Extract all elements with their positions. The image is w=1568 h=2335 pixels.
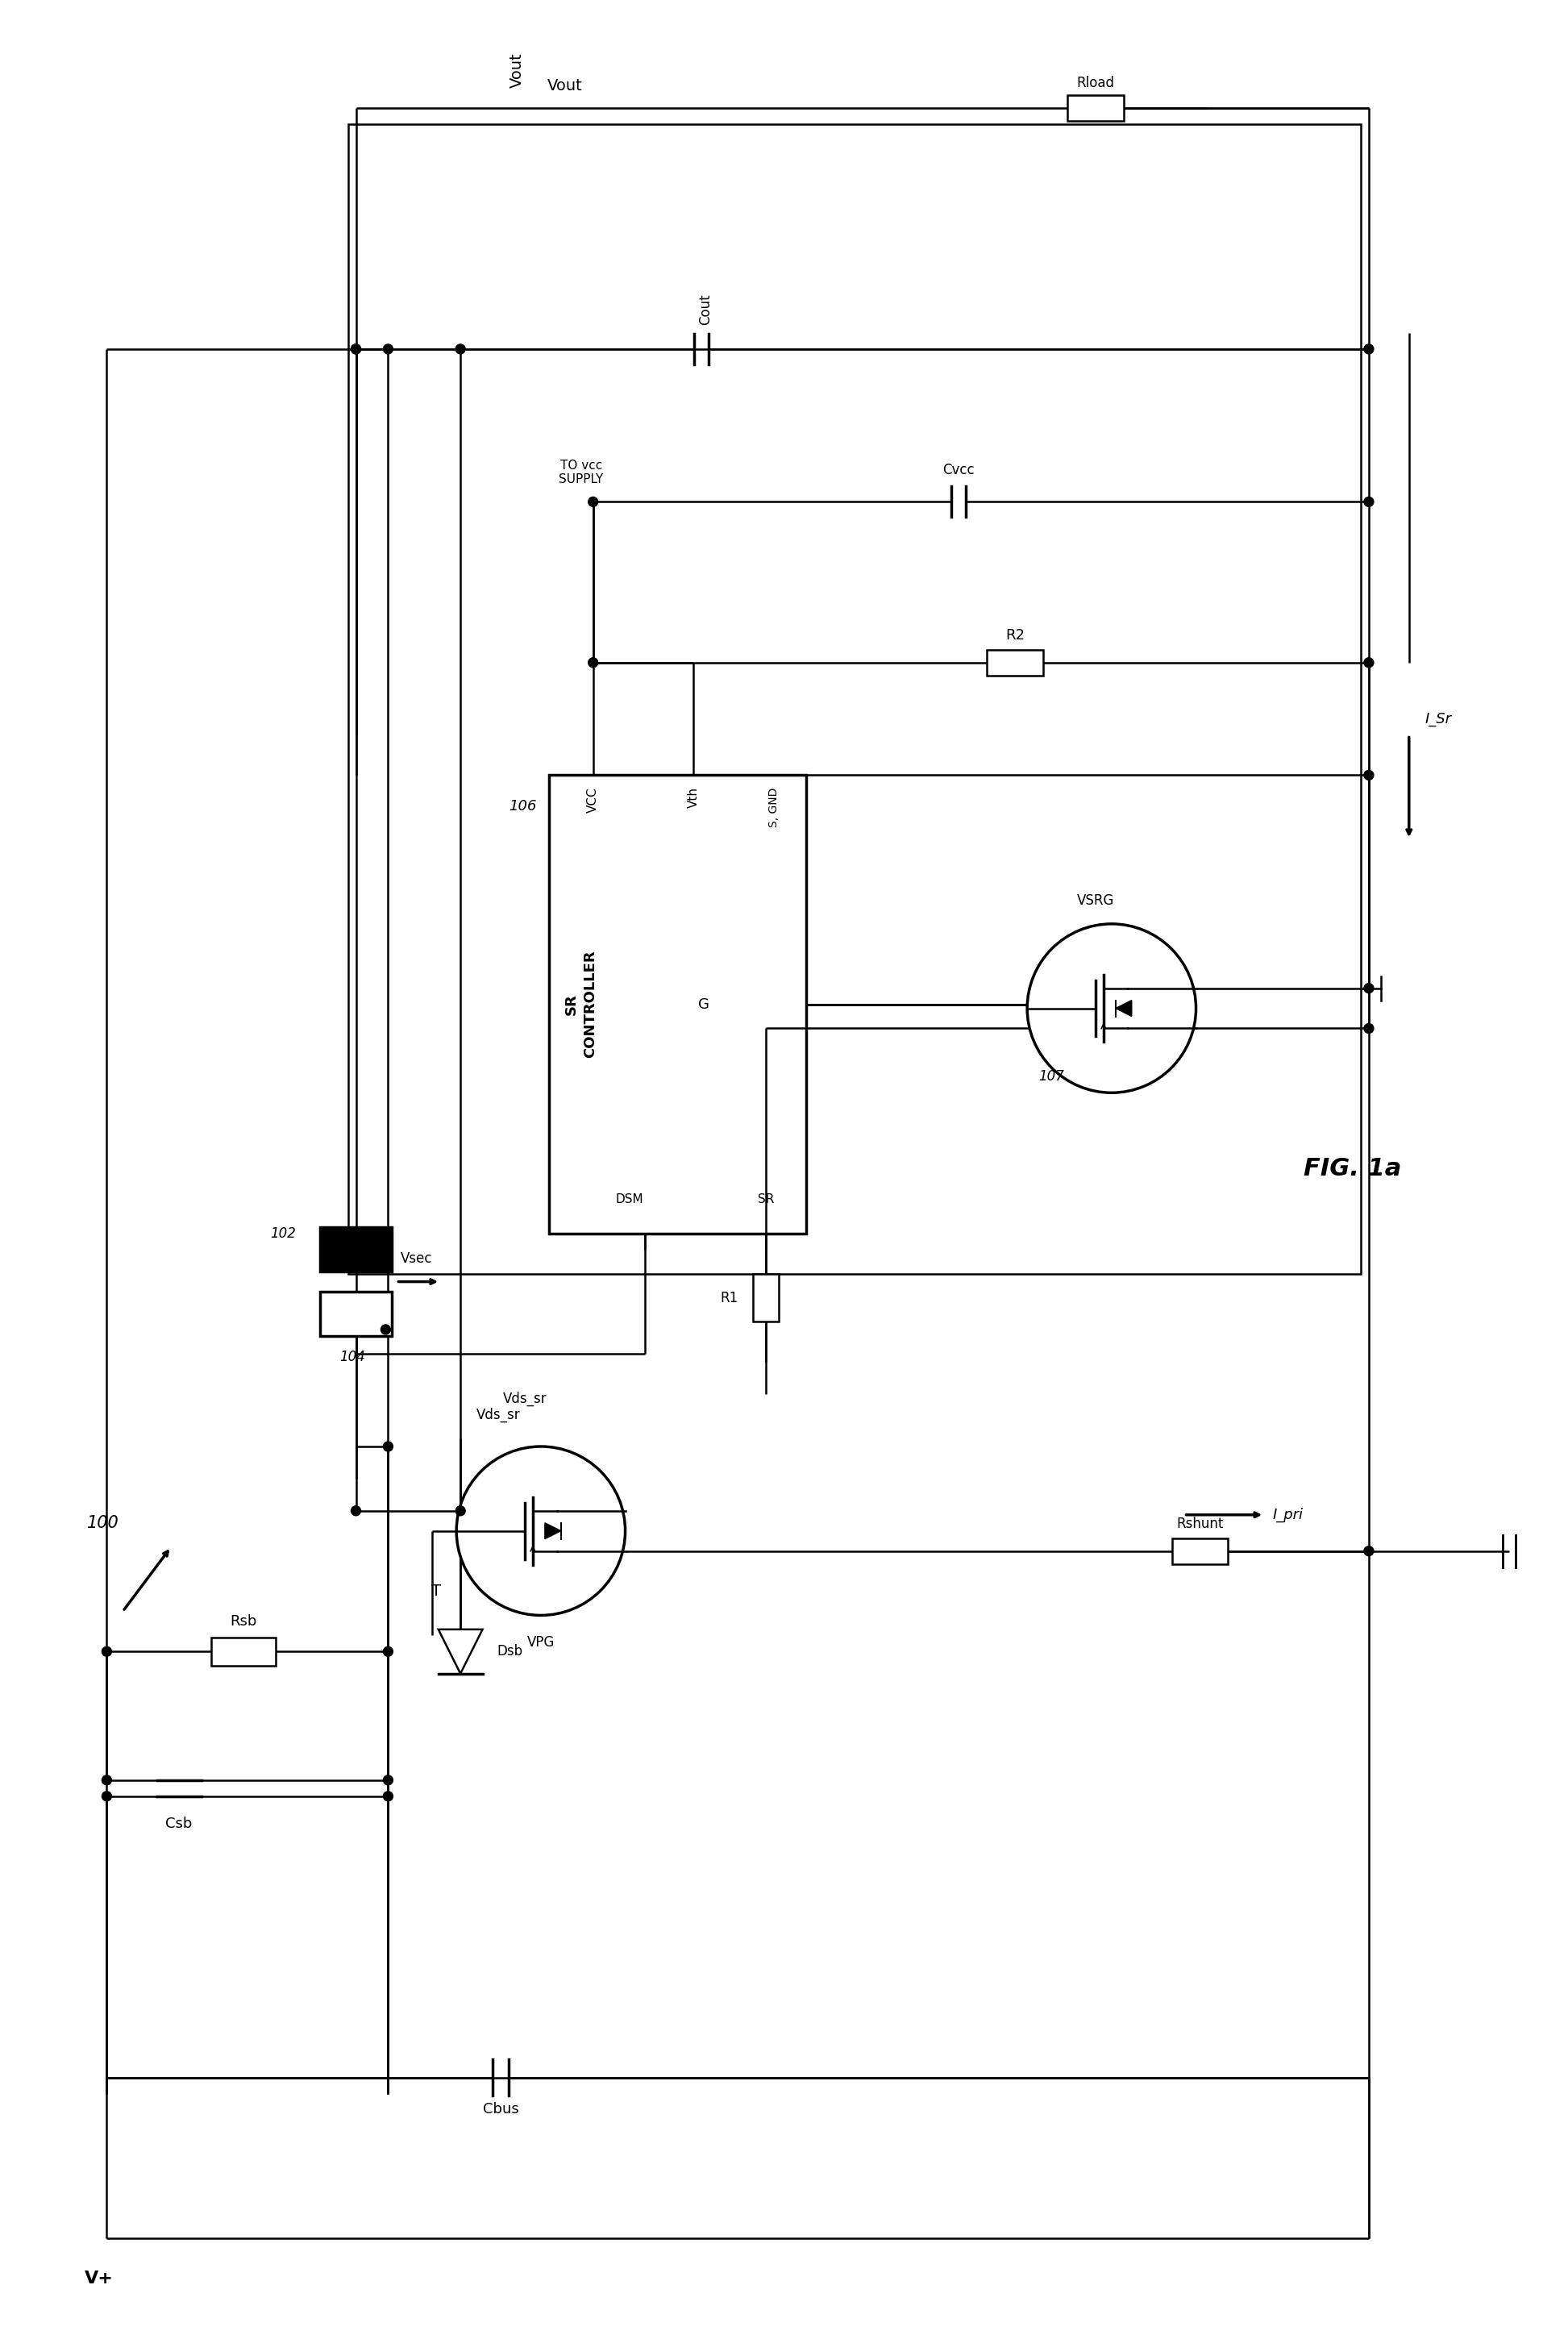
Text: VPG: VPG (527, 1634, 555, 1651)
Text: SR: SR (757, 1193, 775, 1205)
Text: DSM: DSM (615, 1193, 643, 1205)
Circle shape (321, 1228, 331, 1238)
Bar (212, 1637, 276, 1665)
Text: G: G (698, 997, 710, 1011)
Circle shape (102, 1646, 111, 1656)
Circle shape (1027, 925, 1196, 1093)
Circle shape (1364, 658, 1374, 668)
Text: Vds_sr: Vds_sr (477, 1408, 521, 1422)
Text: Rload: Rload (1077, 75, 1115, 91)
Text: T: T (431, 1583, 441, 1599)
Text: Rshunt: Rshunt (1176, 1515, 1223, 1532)
Text: 102: 102 (270, 1226, 296, 1240)
Circle shape (588, 658, 597, 668)
Text: Vth: Vth (687, 787, 699, 808)
Circle shape (383, 1791, 394, 1800)
Text: Cbus: Cbus (483, 2102, 519, 2116)
Text: Cout: Cout (698, 294, 713, 325)
Bar (1068, 96, 1124, 121)
Text: TO vcc
SUPPLY: TO vcc SUPPLY (558, 460, 604, 486)
Text: I_Sr: I_Sr (1425, 712, 1452, 726)
Circle shape (1364, 497, 1374, 507)
Circle shape (1364, 1546, 1374, 1555)
Circle shape (1364, 771, 1374, 780)
Circle shape (456, 1445, 626, 1616)
Text: I_pri: I_pri (1272, 1508, 1303, 1522)
Text: R2: R2 (1005, 628, 1025, 642)
Polygon shape (439, 1630, 483, 1674)
Circle shape (1364, 343, 1374, 355)
Polygon shape (1115, 999, 1132, 1016)
Circle shape (456, 1506, 466, 1515)
Text: FIG. 1a: FIG. 1a (1305, 1158, 1402, 1182)
Text: 107: 107 (1038, 1069, 1065, 1083)
Circle shape (351, 1506, 361, 1515)
Text: 100: 100 (86, 1515, 119, 1532)
Circle shape (1364, 1023, 1374, 1032)
Polygon shape (544, 1522, 561, 1539)
Bar (986, 649, 1043, 675)
Circle shape (383, 1775, 394, 1784)
Circle shape (588, 497, 597, 507)
Circle shape (351, 343, 361, 355)
Text: Rsb: Rsb (230, 1613, 257, 1630)
Circle shape (456, 343, 466, 355)
Text: R1: R1 (720, 1291, 739, 1305)
Bar (320, 1228, 392, 1273)
Text: Cvcc: Cvcc (942, 462, 975, 479)
Text: S, GND: S, GND (768, 787, 779, 827)
Text: Csb: Csb (166, 1817, 193, 1831)
Bar (549, 775, 806, 1233)
Bar (320, 1291, 392, 1336)
Text: VSRG: VSRG (1077, 894, 1115, 908)
Circle shape (383, 1646, 394, 1656)
Text: Vds_sr: Vds_sr (503, 1392, 547, 1406)
Circle shape (383, 343, 394, 355)
Text: Vsec: Vsec (400, 1252, 433, 1266)
Circle shape (1364, 983, 1374, 992)
Text: 106: 106 (510, 799, 536, 815)
Circle shape (381, 1324, 390, 1333)
Text: SR
CONTROLLER: SR CONTROLLER (564, 950, 597, 1058)
Text: V+: V+ (85, 2270, 113, 2286)
Text: VCC: VCC (586, 787, 599, 813)
Circle shape (351, 343, 361, 355)
Circle shape (102, 1791, 111, 1800)
Bar (753, 1273, 779, 1322)
Text: Vout: Vout (510, 51, 524, 89)
Bar (1171, 1539, 1228, 1564)
Text: 104: 104 (340, 1350, 365, 1364)
Bar (348, 124, 1361, 1273)
Text: Vout: Vout (547, 77, 583, 93)
Circle shape (383, 1441, 394, 1452)
Circle shape (102, 1775, 111, 1784)
Text: Dsb: Dsb (497, 1644, 522, 1658)
